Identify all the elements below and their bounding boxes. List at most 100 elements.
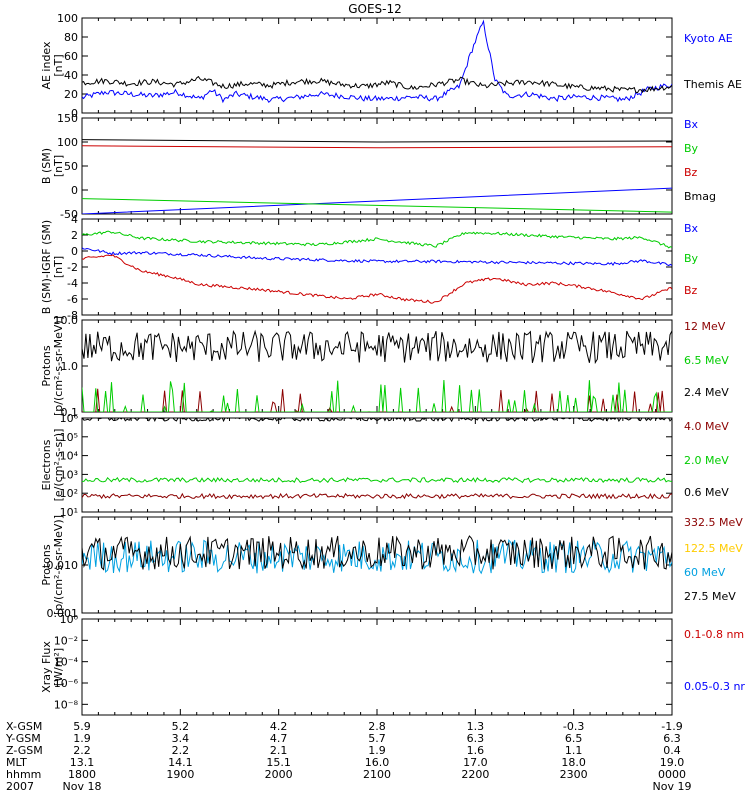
y-tick-label: 10⁵ [60, 431, 78, 444]
y-tick-label: 0 [71, 184, 78, 197]
y-tick-label: 0.1 [61, 406, 79, 419]
y-tick-label: 0 [71, 245, 78, 258]
y-tick-label: 10⁻⁴ [54, 656, 79, 669]
y-axis-label: [nT] [52, 256, 65, 278]
y-tick-label: 10² [60, 487, 78, 500]
x-axis-value: 5.7 [368, 732, 386, 745]
legend-label: Bmag [684, 190, 716, 203]
x-axis-value: 16.0 [365, 756, 390, 769]
legend-label: Bz [684, 166, 698, 179]
y-tick-label: 10³ [60, 468, 78, 481]
x-axis-value: 4.2 [270, 720, 288, 733]
y-tick-label: 150 [57, 112, 78, 125]
x-axis-value: 2100 [363, 768, 391, 781]
panel-frame [81, 417, 673, 513]
y-tick-label: 60 [64, 50, 78, 63]
x-axis-value: 1.9 [368, 744, 386, 757]
panel-frame [81, 17, 673, 114]
y-tick-label: 100 [57, 136, 78, 149]
y-tick-label: 100 [57, 12, 78, 25]
x-axis-value: 15.1 [266, 756, 291, 769]
y-tick-label: 10⁻² [54, 634, 78, 647]
y-tick-label: 4 [71, 213, 78, 226]
legend-label: Kyoto AE [684, 32, 733, 45]
legend-label: 0.1-0.8 nm [684, 628, 744, 641]
y-tick-label: 10⁻⁶ [54, 677, 79, 690]
x-axis-value: 1.6 [467, 744, 485, 757]
x-axis-value: 19.0 [660, 756, 685, 769]
y-tick-label: -6 [67, 293, 78, 306]
x-axis-value: Nov 19 [653, 780, 692, 793]
x-axis-value: 2200 [461, 768, 489, 781]
y-axis-label: B (SM) [40, 148, 53, 184]
legend-label: 0.05-0.3 nr [684, 680, 745, 693]
x-axis-row-label: X-GSM [6, 720, 42, 733]
series-line-kyoto-ae [82, 19, 672, 104]
x-axis-value: 4.7 [270, 732, 288, 745]
series-line-0-6-mev [82, 418, 672, 423]
x-axis-value: 6.5 [565, 732, 583, 745]
x-axis-value: 18.0 [561, 756, 586, 769]
x-axis-value: 2000 [265, 768, 293, 781]
series-line-60-mev [82, 539, 672, 575]
y-axis-label: Electrons [40, 439, 53, 490]
y-axis-label: [p/(cm²-s-sr-MeV)] [52, 515, 65, 615]
x-axis-value: 2.1 [270, 744, 288, 757]
y-axis-label: [nT] [52, 155, 65, 177]
panel-frame [81, 218, 673, 316]
x-axis-value: 1.3 [467, 720, 485, 733]
y-tick-label: 0 [71, 107, 78, 120]
x-axis-value: 0.4 [663, 744, 681, 757]
legend-label: 2.4 MeV [684, 386, 729, 399]
x-axis-value: 2300 [560, 768, 588, 781]
x-axis-value: 1.1 [565, 744, 583, 757]
y-axis-label: [p/(cm²-s-sr-MeV)] [52, 316, 65, 416]
legend-label: Themis AE [683, 78, 742, 91]
legend-label: 122.5 MeV [684, 542, 743, 555]
series-line-by [82, 198, 672, 213]
panel-2: -50 0 50 100 150 B (SM) [nT] Bx By Bz Bmag [40, 112, 716, 221]
y-axis-label: [e/(cm²-s-sr)] [52, 429, 65, 502]
chart-title: GOES-12 [348, 2, 402, 16]
legend-label: Bx [684, 118, 699, 131]
x-axis-row-label: Z-GSM [6, 744, 43, 757]
y-tick-label: 10¹ [60, 506, 78, 519]
x-axis-row-label: 2007 [6, 780, 34, 793]
y-tick-label: 10⁻⁸ [54, 698, 79, 711]
x-axis-value: -0.3 [563, 720, 584, 733]
series-line-2-4-mev [82, 329, 672, 365]
x-axis-value: Nov 18 [63, 780, 102, 793]
y-tick-label: 40 [64, 69, 78, 82]
series-line-27-5-mev [82, 535, 672, 571]
y-axis-label: AE index [40, 41, 53, 90]
y-tick-label: 10⁴ [60, 450, 79, 463]
y-tick-label: 0.001 [47, 607, 79, 620]
y-axis-label: Protons [40, 544, 53, 585]
y-axis-label: [nT] [52, 54, 65, 76]
legend-label: By [684, 142, 699, 155]
panel-5: 10¹ 10² 10³ 10⁴ 10⁵ 10⁶ Electrons [e/(cm²-s-sr)… [40, 412, 729, 519]
y-tick-label: 0.010 [47, 559, 79, 572]
panel-frame [81, 319, 673, 413]
series-line-bz [82, 145, 672, 149]
x-axis-row-label: Y-GSM [5, 732, 41, 745]
legend-label: By [684, 252, 699, 265]
x-axis-value: 2.8 [368, 720, 386, 733]
legend-label: 0.6 MeV [684, 486, 729, 499]
y-axis-label: Xray Flux [40, 641, 53, 693]
panel-4: 0.1 1.0 10.0 Protons [p/(cm²-s-sr-MeV)] 12 Me… [40, 314, 729, 419]
x-axis-value: 3.4 [172, 732, 190, 745]
y-tick-label: 1.0 [61, 360, 79, 373]
y-tick-label: 10⁰ [60, 613, 79, 626]
x-axis-value: 2.2 [73, 744, 91, 757]
legend-label: 12 MeV [684, 320, 726, 333]
y-tick-label: 10.0 [54, 314, 79, 327]
series-line-bz [82, 254, 672, 304]
series-line-bmag [82, 139, 672, 143]
x-axis-row-label: MLT [6, 756, 27, 769]
x-axis-value: 5.2 [172, 720, 190, 733]
series-line-bx [82, 247, 672, 267]
